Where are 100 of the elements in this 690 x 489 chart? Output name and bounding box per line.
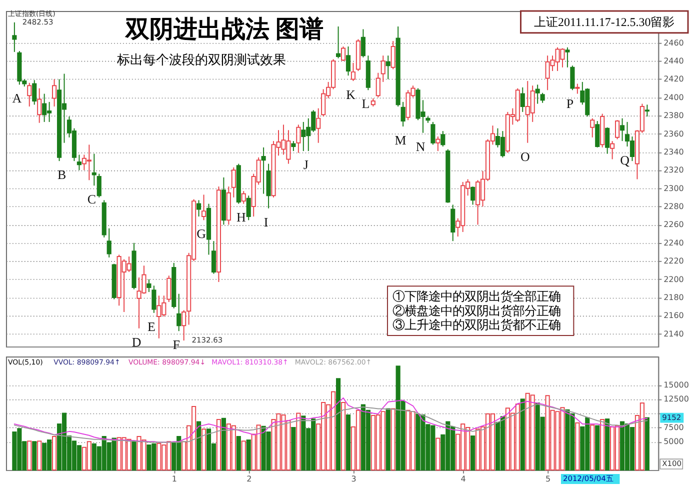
candlestick — [614, 120, 620, 140]
bar — [201, 428, 206, 471]
candlestick — [520, 86, 525, 112]
candlestick — [182, 310, 186, 342]
candlestick — [261, 146, 266, 194]
candlestick — [201, 194, 206, 221]
candlestick — [376, 72, 380, 98]
candlestick — [27, 82, 32, 107]
y-tick-label: 2420 — [664, 74, 684, 84]
candlestick — [644, 104, 650, 117]
y-tick-label: 2440 — [664, 56, 684, 66]
candlestick — [360, 28, 366, 58]
candlestick — [605, 126, 610, 154]
y-tick-label: 2180 — [664, 292, 684, 302]
bar — [386, 408, 390, 471]
bar — [236, 436, 241, 471]
bar — [520, 398, 525, 471]
y-tick-label: 2460 — [664, 38, 684, 48]
bar — [595, 425, 600, 471]
annotation: ②横盘途中的双阴出货部分正确 — [392, 304, 560, 318]
candlestick — [316, 108, 321, 144]
annotation: H — [236, 210, 246, 225]
y-tick-label: 2280 — [664, 202, 684, 212]
annotation: I — [264, 214, 268, 230]
x-tick-label: 3 — [351, 474, 356, 484]
candlestick — [620, 118, 625, 142]
annotation: C — [87, 192, 96, 207]
y-tick-label: 2220 — [664, 256, 684, 266]
annotation: 上证2011.11.17-12.5.30留影 — [534, 14, 675, 29]
bar — [575, 422, 580, 471]
chart-title: 双阴进出战法 图谱 — [124, 16, 324, 43]
annotation: E — [148, 318, 156, 334]
bar — [37, 440, 42, 471]
bar — [241, 440, 246, 471]
annotation: A — [12, 90, 22, 106]
candlestick — [590, 118, 595, 138]
candlestick — [166, 275, 172, 302]
y-tick-label: 5000 — [664, 437, 684, 446]
candlestick — [380, 55, 386, 82]
bar — [336, 378, 341, 471]
candlestick — [211, 240, 216, 274]
y-tick-label: 2400 — [664, 92, 684, 102]
candlestick — [106, 228, 112, 258]
y-tick-label: 2360 — [664, 129, 684, 138]
bar — [246, 439, 251, 471]
annotation: O — [520, 148, 530, 164]
candlestick — [231, 166, 236, 198]
candlestick — [400, 101, 406, 127]
candlestick — [336, 26, 341, 59]
candlestick — [291, 140, 296, 152]
y-tick-label: 2260 — [664, 220, 684, 230]
y-tick-label: 2340 — [664, 147, 684, 156]
candlestick — [610, 140, 615, 160]
x-tick-label: 1 — [172, 474, 177, 484]
candlestick — [92, 153, 96, 186]
candlestick — [575, 83, 580, 94]
candlestick — [470, 186, 476, 206]
candlestick — [176, 293, 182, 332]
candlestick — [196, 200, 202, 218]
y-tick-label: 2380 — [664, 111, 684, 120]
bar — [390, 408, 396, 471]
candlestick — [540, 92, 545, 104]
candlestick — [436, 136, 440, 152]
annotation: F — [172, 337, 180, 352]
candlestick — [390, 40, 396, 70]
bar — [291, 426, 296, 471]
bar — [600, 419, 605, 471]
bar — [27, 440, 32, 471]
candlestick — [76, 154, 82, 171]
bar — [470, 435, 476, 471]
candlestick — [535, 84, 540, 104]
candlestick — [146, 278, 152, 292]
bar — [196, 421, 202, 471]
annotation: J — [303, 156, 308, 172]
bar — [346, 414, 351, 471]
y-tick-label: 2140 — [664, 329, 684, 338]
bar — [590, 424, 595, 471]
annotation: L — [362, 96, 370, 112]
bar — [644, 417, 650, 471]
annotation: ①下降途中的双阴出货全部正确 — [392, 289, 560, 304]
annotation: D — [132, 334, 142, 350]
x-tick-label: 4 — [460, 474, 466, 484]
bar — [605, 418, 610, 471]
y-tick-label: 2320 — [664, 166, 684, 175]
x-tick-label: 2 — [246, 474, 252, 484]
annotation: M — [394, 132, 407, 148]
candlestick — [52, 78, 57, 107]
bar — [216, 419, 222, 471]
y-tick-label: 12500 — [664, 394, 689, 404]
y-tick-label: 2200 — [664, 274, 684, 284]
candlestick — [241, 190, 246, 204]
annotation: G — [196, 226, 206, 242]
annotation: Q — [620, 152, 630, 168]
annotation: B — [57, 166, 66, 182]
candlestick — [595, 120, 600, 148]
candlestick — [565, 46, 570, 68]
candlestick — [450, 204, 456, 242]
annotation: N — [416, 138, 426, 154]
annotation: ③上升途中的双阴出货都不正确 — [392, 318, 560, 332]
bar — [221, 418, 226, 471]
